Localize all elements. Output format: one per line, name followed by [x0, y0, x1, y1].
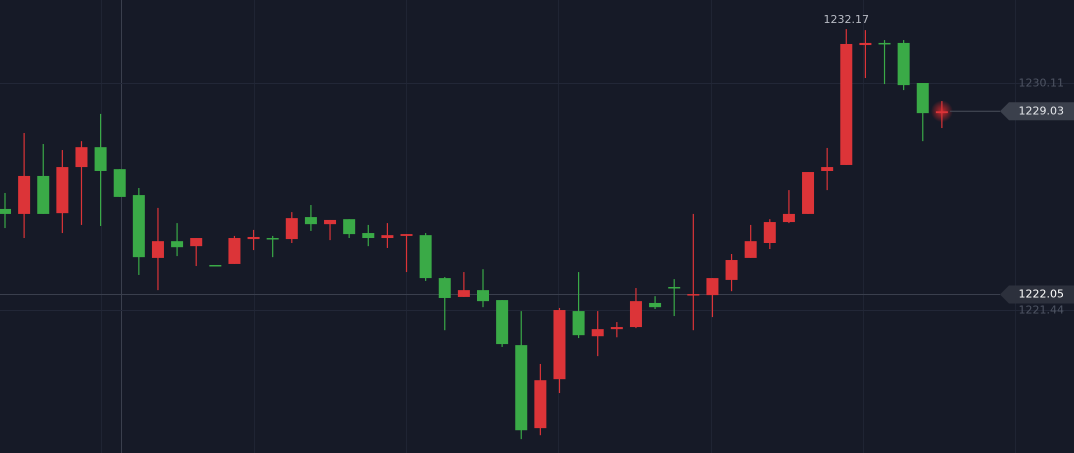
candle-body: [725, 260, 738, 280]
candle-body: [151, 241, 164, 258]
candle-body: [324, 219, 337, 225]
candle-body: [515, 345, 528, 431]
candle-body: [0, 208, 11, 214]
candle-body: [343, 219, 356, 235]
candle-body: [821, 167, 834, 171]
candle-body: [916, 83, 929, 114]
candle-body: [438, 278, 451, 298]
candle-body: [553, 310, 566, 380]
y-tick-label: 1230.11: [1019, 77, 1065, 90]
candle-body: [190, 238, 203, 247]
candle-body: [266, 238, 279, 240]
high-label: 1232.17: [824, 13, 870, 26]
candle-body: [56, 167, 69, 214]
candle-body: [706, 278, 719, 296]
candle-body: [935, 111, 948, 114]
candle-body: [668, 286, 681, 289]
candle-body: [247, 236, 260, 240]
candle-body: [209, 264, 222, 267]
crosshair-tag: [1000, 285, 1074, 304]
candle-body: [840, 43, 853, 165]
candle-body: [37, 175, 50, 214]
candle-body: [113, 169, 126, 197]
candle-body: [457, 290, 470, 297]
candle-body: [859, 42, 872, 46]
candle-body: [285, 218, 298, 240]
candle-body: [591, 329, 604, 337]
candle-body: [782, 213, 795, 223]
candle-body: [496, 300, 509, 345]
candle-body: [534, 380, 547, 429]
vertical-grid: [101, 0, 1016, 453]
candle-body: [878, 42, 891, 45]
candle-body: [18, 175, 31, 214]
last-price-tag: [1000, 102, 1074, 121]
candle-body: [897, 42, 910, 86]
candle-body: [649, 302, 662, 308]
candle-body: [94, 147, 107, 171]
candle-body: [763, 222, 776, 243]
candle-body: [362, 233, 375, 239]
candle-body: [687, 294, 700, 296]
candle-body: [171, 241, 184, 248]
crosshair-label: 1222.05: [1019, 288, 1065, 301]
candle-body: [572, 311, 585, 336]
candle-body: [381, 235, 394, 239]
last-price-label: 1229.03: [1019, 104, 1065, 117]
candle-body: [400, 234, 413, 236]
candle-body: [132, 195, 145, 258]
candle-body: [629, 301, 642, 328]
candle-body: [610, 327, 623, 330]
candle-body: [802, 172, 815, 214]
candle-body: [477, 290, 489, 302]
candle-body: [75, 147, 88, 168]
candle-body: [744, 241, 757, 258]
candle-body: [228, 238, 241, 264]
candle-body: [304, 217, 317, 225]
candle-body: [419, 235, 432, 279]
y-tick-label: 1221.44: [1019, 304, 1065, 317]
